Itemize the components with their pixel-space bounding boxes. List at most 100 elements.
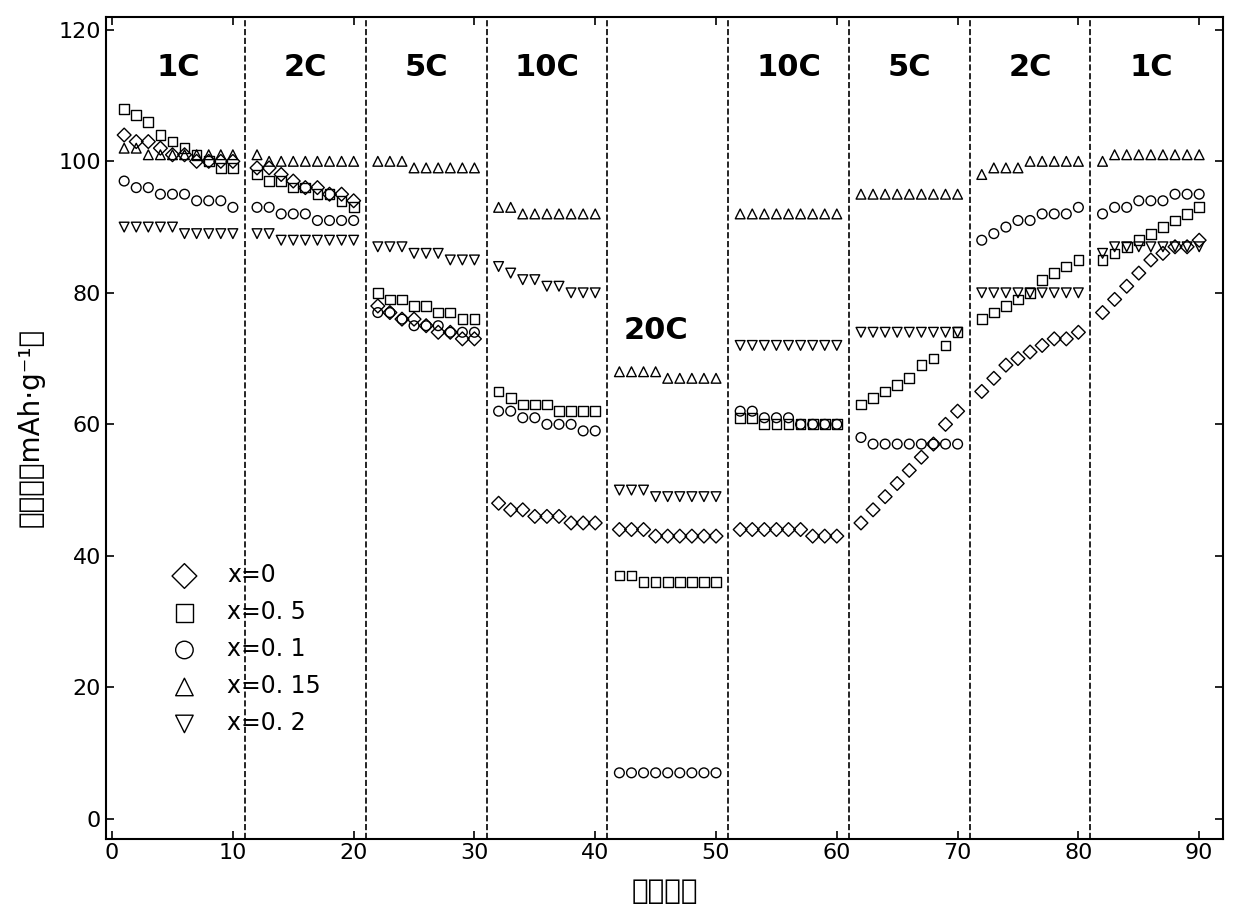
x=0. 5	[1166, 213, 1185, 228]
x=0. 1	[743, 404, 763, 419]
x=0	[802, 528, 822, 543]
x=0	[465, 332, 485, 347]
x=0. 2	[417, 246, 436, 261]
x=0. 2	[211, 226, 231, 241]
x=0. 5	[320, 187, 340, 202]
x=0. 5	[549, 404, 569, 419]
x=0	[972, 384, 992, 399]
x=0	[754, 522, 774, 537]
x=0. 15	[972, 167, 992, 182]
x=0. 5	[162, 135, 182, 149]
x=0. 15	[730, 207, 750, 221]
x=0. 2	[428, 246, 448, 261]
x=0. 5	[525, 397, 544, 412]
x=0. 2	[259, 226, 279, 241]
x=0. 15	[513, 207, 533, 221]
x=0. 1	[972, 233, 992, 248]
x=0. 15	[827, 207, 847, 221]
x=0. 5	[379, 292, 399, 307]
x=0. 1	[343, 213, 363, 228]
x=0	[1069, 325, 1089, 339]
x=0. 2	[996, 286, 1016, 301]
x=0. 15	[320, 154, 340, 169]
x=0. 15	[791, 207, 811, 221]
x=0. 1	[815, 417, 835, 431]
x=0	[1117, 278, 1137, 293]
x=0. 5	[754, 417, 774, 431]
x=0. 5	[126, 108, 146, 123]
x=0. 1	[211, 194, 231, 208]
x=0. 2	[453, 253, 472, 267]
x=0. 5	[331, 194, 351, 208]
x=0. 2	[875, 325, 895, 339]
x=0. 2	[440, 253, 460, 267]
x=0. 5	[1177, 207, 1197, 221]
x=0. 15	[126, 141, 146, 156]
x=0. 1	[417, 318, 436, 333]
x=0	[247, 160, 267, 175]
x=0. 2	[682, 490, 702, 504]
x=0. 2	[706, 490, 725, 504]
x=0. 5	[743, 410, 763, 425]
x=0	[198, 154, 218, 169]
x=0. 1	[537, 417, 557, 431]
x=0. 5	[585, 404, 605, 419]
x=0. 15	[694, 371, 714, 385]
x=0. 2	[983, 286, 1003, 301]
x=0. 5	[428, 305, 448, 320]
x=0	[1044, 332, 1064, 347]
Text: 20C: 20C	[624, 316, 688, 346]
x=0. 2	[899, 325, 919, 339]
x=0. 5	[513, 397, 533, 412]
x=0	[779, 522, 799, 537]
x=0	[585, 515, 605, 530]
x=0. 2	[634, 483, 653, 498]
x=0	[670, 528, 689, 543]
x=0. 15	[802, 207, 822, 221]
x=0. 2	[947, 325, 967, 339]
x=0. 1	[766, 410, 786, 425]
x=0. 2	[513, 272, 533, 287]
x=0	[851, 515, 870, 530]
x=0. 15	[453, 160, 472, 175]
x=0. 5	[295, 180, 315, 195]
x=0. 2	[162, 219, 182, 234]
x=0. 1	[585, 423, 605, 438]
x=0	[911, 450, 931, 465]
x=0. 15	[150, 148, 170, 162]
x=0. 15	[743, 207, 763, 221]
x=0	[610, 522, 630, 537]
x=0. 2	[198, 226, 218, 241]
Text: 10C: 10C	[756, 53, 821, 82]
x=0. 5	[1189, 200, 1209, 215]
x=0. 15	[670, 371, 689, 385]
x=0. 1	[646, 765, 666, 780]
x=0. 15	[549, 207, 569, 221]
x=0. 1	[779, 410, 799, 425]
x=0	[284, 173, 304, 188]
x=0. 5	[343, 200, 363, 215]
x=0	[621, 522, 641, 537]
x=0	[1166, 240, 1185, 254]
x=0. 2	[187, 226, 207, 241]
x=0. 2	[284, 233, 304, 248]
x=0. 2	[936, 325, 956, 339]
x=0. 5	[1141, 226, 1161, 241]
x=0	[126, 135, 146, 149]
x=0. 5	[198, 154, 218, 169]
x=0. 5	[779, 417, 799, 431]
x=0. 15	[610, 364, 630, 379]
x=0	[392, 312, 412, 326]
x=0	[537, 509, 557, 524]
x=0. 2	[1032, 286, 1052, 301]
x=0. 15	[272, 154, 291, 169]
x=0. 5	[465, 312, 485, 326]
x=0. 1	[187, 194, 207, 208]
x=0. 2	[802, 338, 822, 353]
x=0	[404, 312, 424, 326]
x=0. 15	[1044, 154, 1064, 169]
x=0. 2	[1189, 240, 1209, 254]
x=0. 5	[827, 417, 847, 431]
x=0. 5	[175, 141, 195, 156]
x=0	[211, 154, 231, 169]
